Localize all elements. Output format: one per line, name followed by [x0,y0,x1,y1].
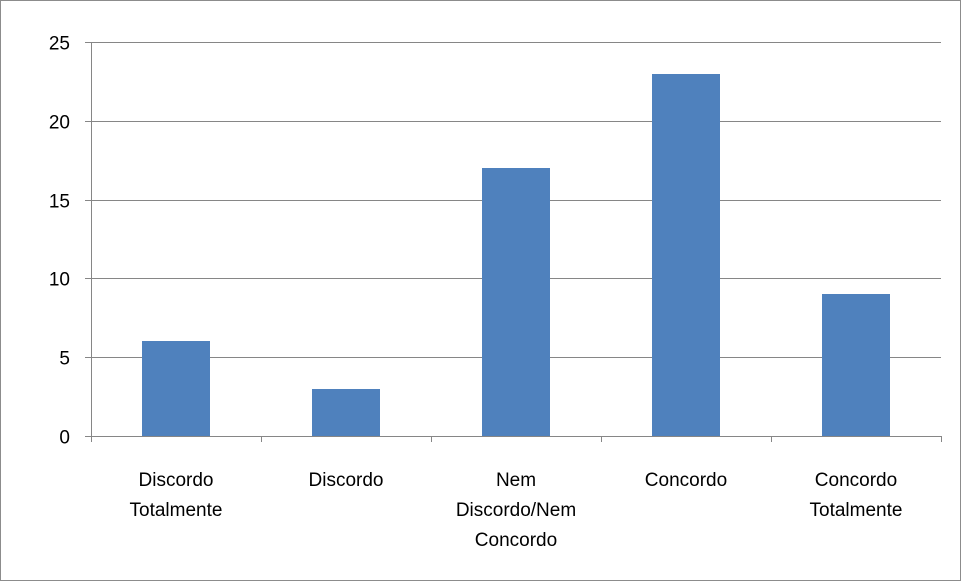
y-tick-labels: 0 5 10 15 20 25 [49,34,70,449]
bar-4 [822,294,890,436]
bar-2 [482,168,550,436]
y-tick-label-5: 5 [59,349,70,370]
axes [85,42,942,442]
x-category-label-2: Nem Discordo/Nem Concordo [456,470,576,551]
y-tick-label-25: 25 [49,34,70,55]
bar-1 [312,389,380,436]
y-tick-label-0: 0 [59,428,70,449]
x-category-label-0: Discordo Totalmente [130,470,223,521]
x-category-label-1: Discordo [309,470,384,491]
bar-3 [652,74,720,436]
bar-0 [142,341,210,436]
x-category-label-3: Concordo [645,470,727,491]
y-tick-label-20: 20 [49,113,70,134]
x-category-label-4: Concordo Totalmente [810,470,903,521]
bars [142,74,890,436]
y-tick-label-15: 15 [49,192,70,213]
x-category-labels: Discordo Totalmente Discordo Nem Discordo/Ne… [130,470,903,551]
y-tick-label-10: 10 [49,270,70,291]
